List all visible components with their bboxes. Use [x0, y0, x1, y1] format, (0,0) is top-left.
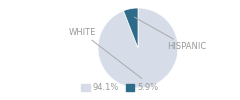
Legend: 94.1%, 5.9%: 94.1%, 5.9% — [78, 80, 162, 96]
Wedge shape — [124, 8, 138, 48]
Wedge shape — [98, 8, 178, 88]
Text: WHITE: WHITE — [69, 28, 142, 78]
Text: HISPANIC: HISPANIC — [134, 17, 206, 51]
